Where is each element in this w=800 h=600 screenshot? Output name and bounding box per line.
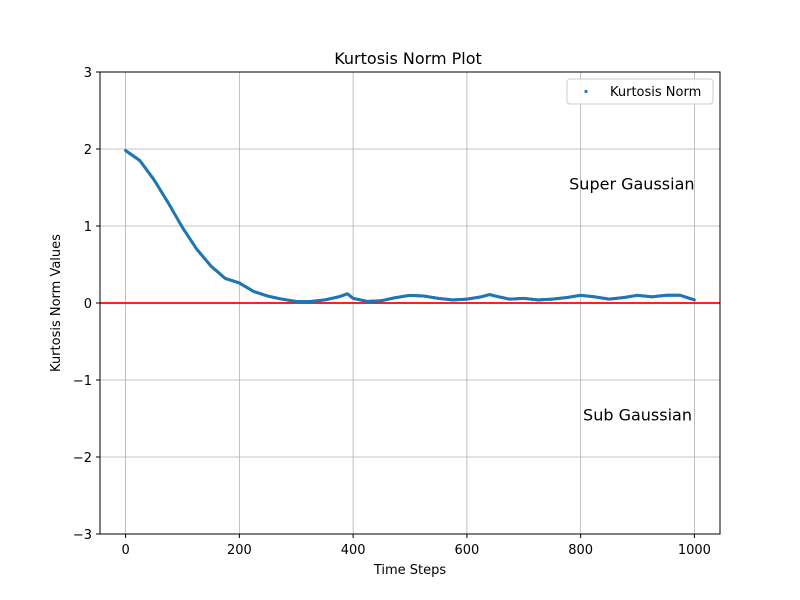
data-points <box>124 149 696 303</box>
y-tick-label: 1 <box>84 220 92 235</box>
annotation-label: Super Gaussian <box>569 175 694 194</box>
legend-label: Kurtosis Norm <box>610 85 701 100</box>
x-tick-label: 1000 <box>678 543 711 558</box>
data-point <box>692 298 696 302</box>
legend-marker <box>584 89 588 94</box>
x-axis-label: Time Steps <box>373 563 447 578</box>
x-tick-label: 600 <box>454 543 479 558</box>
annotation-label: Sub Gaussian <box>583 406 692 425</box>
y-tick-label: 3 <box>84 66 92 81</box>
y-tick-label: −1 <box>73 374 92 389</box>
x-tick-label: 800 <box>568 543 593 558</box>
y-tick-label: 2 <box>84 143 92 158</box>
x-tick-label: 400 <box>341 543 366 558</box>
x-tick-label: 0 <box>121 543 129 558</box>
legend-box <box>566 78 714 105</box>
ticks: 0 200 400 600 800 1000 −3 −2 −1 0 1 2 3 <box>73 66 711 558</box>
x-tick-label: 200 <box>227 543 252 558</box>
chart-title: Kurtosis Norm Plot <box>334 49 482 68</box>
legend: Kurtosis Norm <box>566 78 714 105</box>
y-tick-label: −3 <box>73 528 92 543</box>
annotations: Super Gaussian Sub Gaussian <box>569 175 694 425</box>
y-axis-label: Kurtosis Norm Values <box>49 234 64 372</box>
y-tick-label: −2 <box>73 451 92 466</box>
y-tick-label: 0 <box>84 297 92 312</box>
